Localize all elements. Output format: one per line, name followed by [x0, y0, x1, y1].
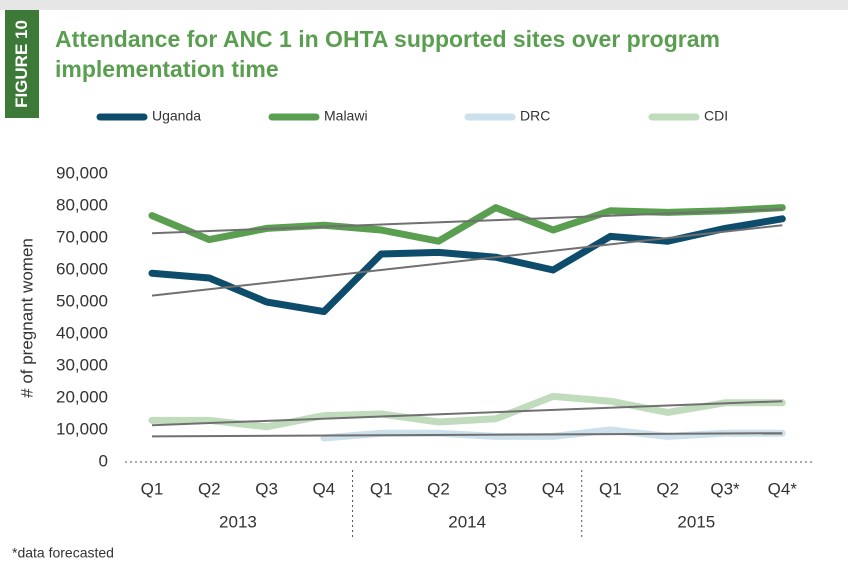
group-label: 2013: [219, 512, 257, 531]
y-tick-label: 10,000: [56, 419, 108, 438]
x-tick-label: Q1: [141, 479, 164, 498]
x-tick-label: Q4: [542, 479, 565, 498]
x-tick-label: Q3: [484, 479, 507, 498]
legend-label: Malawi: [324, 108, 368, 124]
trend-line: [151, 224, 783, 297]
footnote: *data forecasted: [12, 545, 114, 561]
y-tick-label: 30,000: [56, 355, 108, 374]
group-label: 2015: [677, 512, 715, 531]
legend-label: DRC: [520, 108, 550, 124]
figure-badge: FIGURE 10: [5, 10, 39, 118]
x-tick-label: Q2: [427, 479, 450, 498]
legend-label: CDI: [704, 108, 728, 124]
top-strip: [0, 0, 848, 10]
series-line: [148, 215, 786, 316]
x-tick-label: Q2: [656, 479, 679, 498]
y-tick-label: 20,000: [56, 387, 108, 406]
legend-label: Uganda: [152, 108, 201, 124]
x-tick-label: Q3: [255, 479, 278, 498]
x-tick-label: Q4*: [768, 479, 798, 498]
y-tick-label: 40,000: [56, 323, 108, 342]
chart-title: Attendance for ANC 1 in OHTA supported s…: [55, 26, 720, 82]
x-tick-label: Q1: [599, 479, 622, 498]
y-axis-label: # of pregnant women: [17, 238, 36, 398]
trend-line: [151, 208, 783, 235]
y-tick-label: 90,000: [56, 163, 108, 182]
x-tick-label: Q2: [198, 479, 221, 498]
series-line: [148, 392, 786, 431]
y-tick-label: 0: [99, 451, 108, 470]
x-tick-label: Q4: [313, 479, 336, 498]
y-tick-label: 50,000: [56, 291, 108, 310]
y-tick-label: 80,000: [56, 195, 108, 214]
trend-line: [151, 432, 783, 438]
y-tick-label: 60,000: [56, 259, 108, 278]
group-label: 2014: [448, 512, 486, 531]
y-tick-label: 70,000: [56, 227, 108, 246]
x-tick-label: Q3*: [710, 479, 740, 498]
trend-line: [151, 400, 783, 427]
x-tick-label: Q1: [370, 479, 393, 498]
series-line: [148, 204, 786, 245]
